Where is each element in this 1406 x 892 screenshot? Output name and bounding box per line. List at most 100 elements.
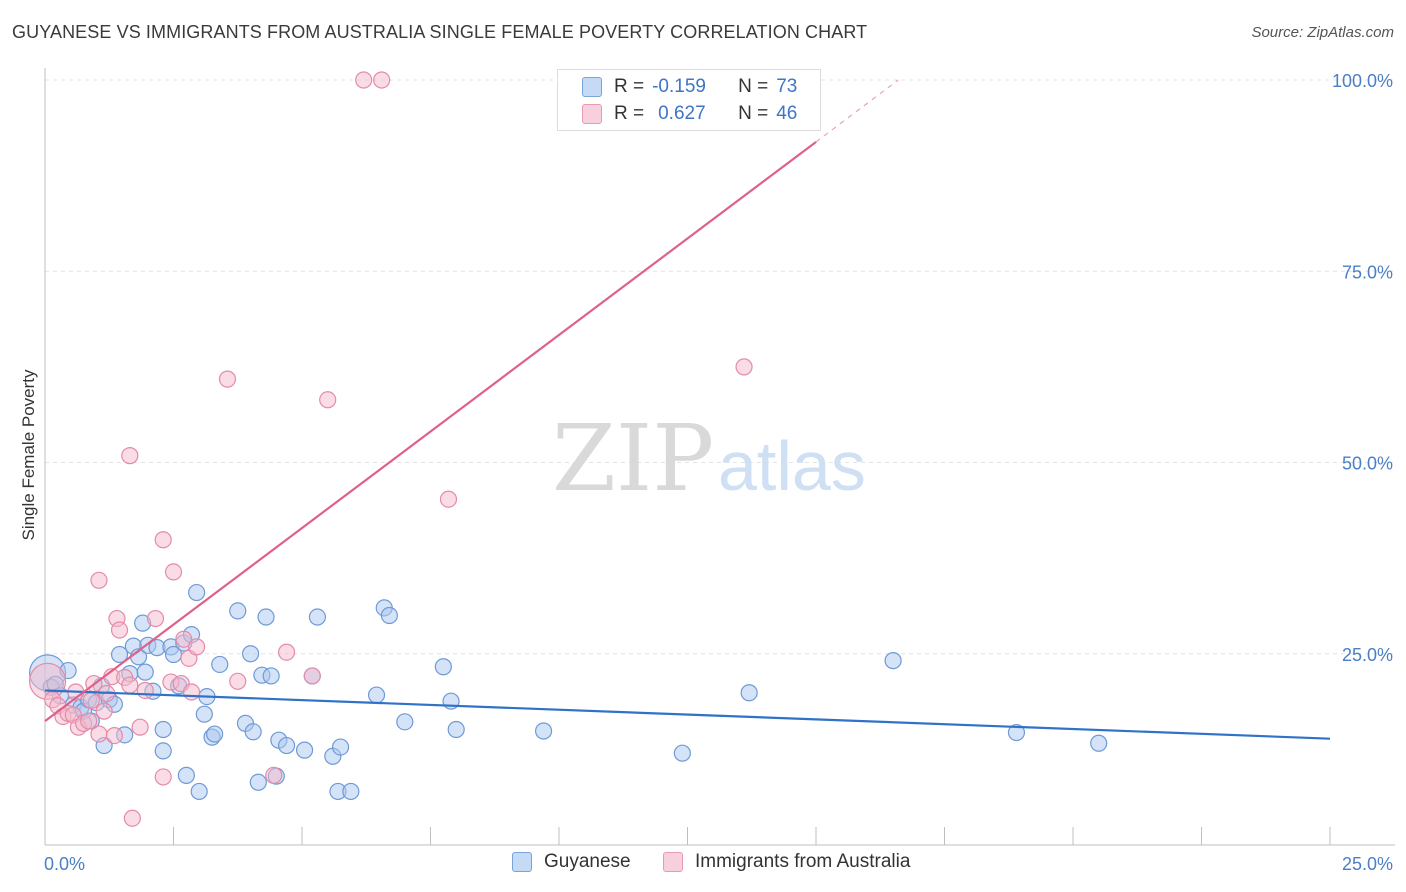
guyanese-point bbox=[262, 667, 280, 685]
legend-r-value: -0.159 bbox=[652, 76, 706, 97]
legend-label-australia: Immigrants from Australia bbox=[695, 851, 911, 872]
australia-point bbox=[146, 609, 165, 628]
y-tick-label: 50.0% bbox=[1342, 454, 1393, 474]
australia-point bbox=[154, 768, 172, 786]
legend-n-value: 46 bbox=[776, 103, 798, 124]
australia-point bbox=[303, 667, 321, 685]
australia-point bbox=[373, 71, 391, 89]
data-points bbox=[28, 71, 1108, 827]
guyanese-point bbox=[295, 741, 314, 759]
guyanese-point bbox=[211, 655, 229, 674]
legend-r-value: 0.627 bbox=[658, 103, 706, 124]
australia-trend-extension bbox=[815, 79, 899, 143]
australia-point bbox=[439, 490, 458, 508]
guyanese-trend-line bbox=[44, 689, 1331, 740]
legend-n-label: N = bbox=[738, 103, 769, 124]
blue-swatch bbox=[582, 77, 602, 97]
x-tick-label: 0.0% bbox=[44, 854, 85, 874]
australia-point bbox=[218, 370, 237, 388]
australia-point bbox=[105, 727, 123, 745]
pink-swatch bbox=[582, 104, 602, 124]
australia-point bbox=[229, 672, 247, 690]
legend-r-label: R = bbox=[614, 103, 645, 124]
tick-labels: 25.0% 50.0% 75.0% 100.0% 0.0% 25.0% bbox=[44, 71, 1393, 874]
y-tick-label: 75.0% bbox=[1342, 262, 1393, 282]
australia-point bbox=[265, 766, 283, 784]
australia-point bbox=[121, 447, 139, 465]
australia-point bbox=[164, 563, 183, 581]
guyanese-point bbox=[206, 725, 224, 743]
guyanese-point bbox=[190, 782, 208, 801]
australia-point bbox=[90, 725, 108, 743]
pink-swatch bbox=[663, 852, 683, 872]
australia-point bbox=[90, 571, 108, 589]
chart-source: Source: ZipAtlas.com bbox=[1251, 24, 1394, 41]
australia-point bbox=[277, 643, 296, 661]
australia-point bbox=[121, 676, 139, 694]
guyanese-point bbox=[434, 658, 452, 676]
series-legend: Guyanese Immigrants from Australia bbox=[0, 851, 1406, 877]
legend-n-label: N = bbox=[738, 76, 769, 97]
chart-title: GUYANESE VS IMMIGRANTS FROM AUSTRALIA SI… bbox=[12, 22, 868, 42]
guyanese-point bbox=[534, 722, 553, 740]
guyanese-point bbox=[308, 608, 327, 626]
guyanese-point bbox=[367, 686, 386, 704]
australia-point bbox=[80, 712, 98, 730]
australia-point bbox=[95, 702, 113, 720]
legend-item-guyanese: Guyanese bbox=[512, 851, 631, 873]
correlation-legend: R = -0.159 N = 73 R = 0.627 N = 46 bbox=[557, 69, 821, 131]
guyanese-point bbox=[244, 723, 262, 741]
guyanese-point bbox=[740, 684, 758, 702]
legend-r-label: R = bbox=[614, 76, 645, 97]
y-axis-label: Single Female Poverty bbox=[19, 369, 38, 541]
guyanese-point bbox=[277, 736, 296, 755]
australia-point bbox=[175, 630, 193, 648]
guyanese-point bbox=[447, 720, 465, 739]
australia-point bbox=[123, 809, 141, 827]
guyanese-point bbox=[110, 645, 129, 664]
guyanese-point bbox=[229, 602, 247, 620]
australia-point bbox=[82, 691, 100, 710]
guyanese-point bbox=[154, 742, 172, 760]
guyanese-point bbox=[673, 744, 691, 762]
guyanese-point bbox=[342, 782, 360, 801]
watermark-zip: ZIP bbox=[552, 405, 714, 512]
watermark-atlas: atlas bbox=[718, 427, 866, 505]
watermark: ZIP atlas bbox=[552, 405, 866, 512]
guyanese-point bbox=[257, 608, 275, 626]
legend-n-value: 73 bbox=[776, 76, 798, 97]
y-tick-label: 25.0% bbox=[1342, 645, 1393, 665]
guyanese-point bbox=[154, 720, 172, 739]
australia-point bbox=[131, 718, 149, 736]
australia-point bbox=[319, 391, 337, 409]
guyanese-point bbox=[1007, 723, 1026, 742]
y-tick-label: 100.0% bbox=[1332, 71, 1393, 91]
legend-label-guyanese: Guyanese bbox=[544, 851, 631, 872]
australia-point bbox=[188, 638, 206, 656]
guyanese-point bbox=[249, 773, 267, 791]
guyanese-point bbox=[331, 738, 350, 756]
guyanese-point bbox=[188, 583, 206, 602]
legend-item-australia: Immigrants from Australia bbox=[663, 851, 910, 873]
guyanese-point bbox=[380, 606, 398, 625]
australia-point bbox=[735, 358, 753, 376]
guyanese-point bbox=[177, 766, 195, 784]
australia-point bbox=[182, 683, 201, 701]
legend-row-guyanese: R = -0.159 N = 73 bbox=[582, 74, 797, 100]
axes bbox=[44, 68, 1395, 846]
australia-point bbox=[154, 531, 172, 549]
blue-swatch bbox=[512, 852, 532, 872]
australia-point bbox=[110, 621, 129, 639]
guyanese-point bbox=[242, 645, 260, 663]
x-tick-label: 25.0% bbox=[1342, 854, 1393, 874]
guyanese-point bbox=[195, 705, 213, 723]
australia-trend-line bbox=[44, 141, 817, 722]
guyanese-point bbox=[1090, 734, 1108, 752]
trend-lines bbox=[44, 79, 1331, 740]
guyanese-point bbox=[136, 663, 154, 681]
legend-row-australia: R = 0.627 N = 46 bbox=[582, 101, 797, 127]
guyanese-point bbox=[396, 713, 414, 731]
australia-point bbox=[136, 681, 154, 700]
australia-point bbox=[355, 71, 373, 89]
